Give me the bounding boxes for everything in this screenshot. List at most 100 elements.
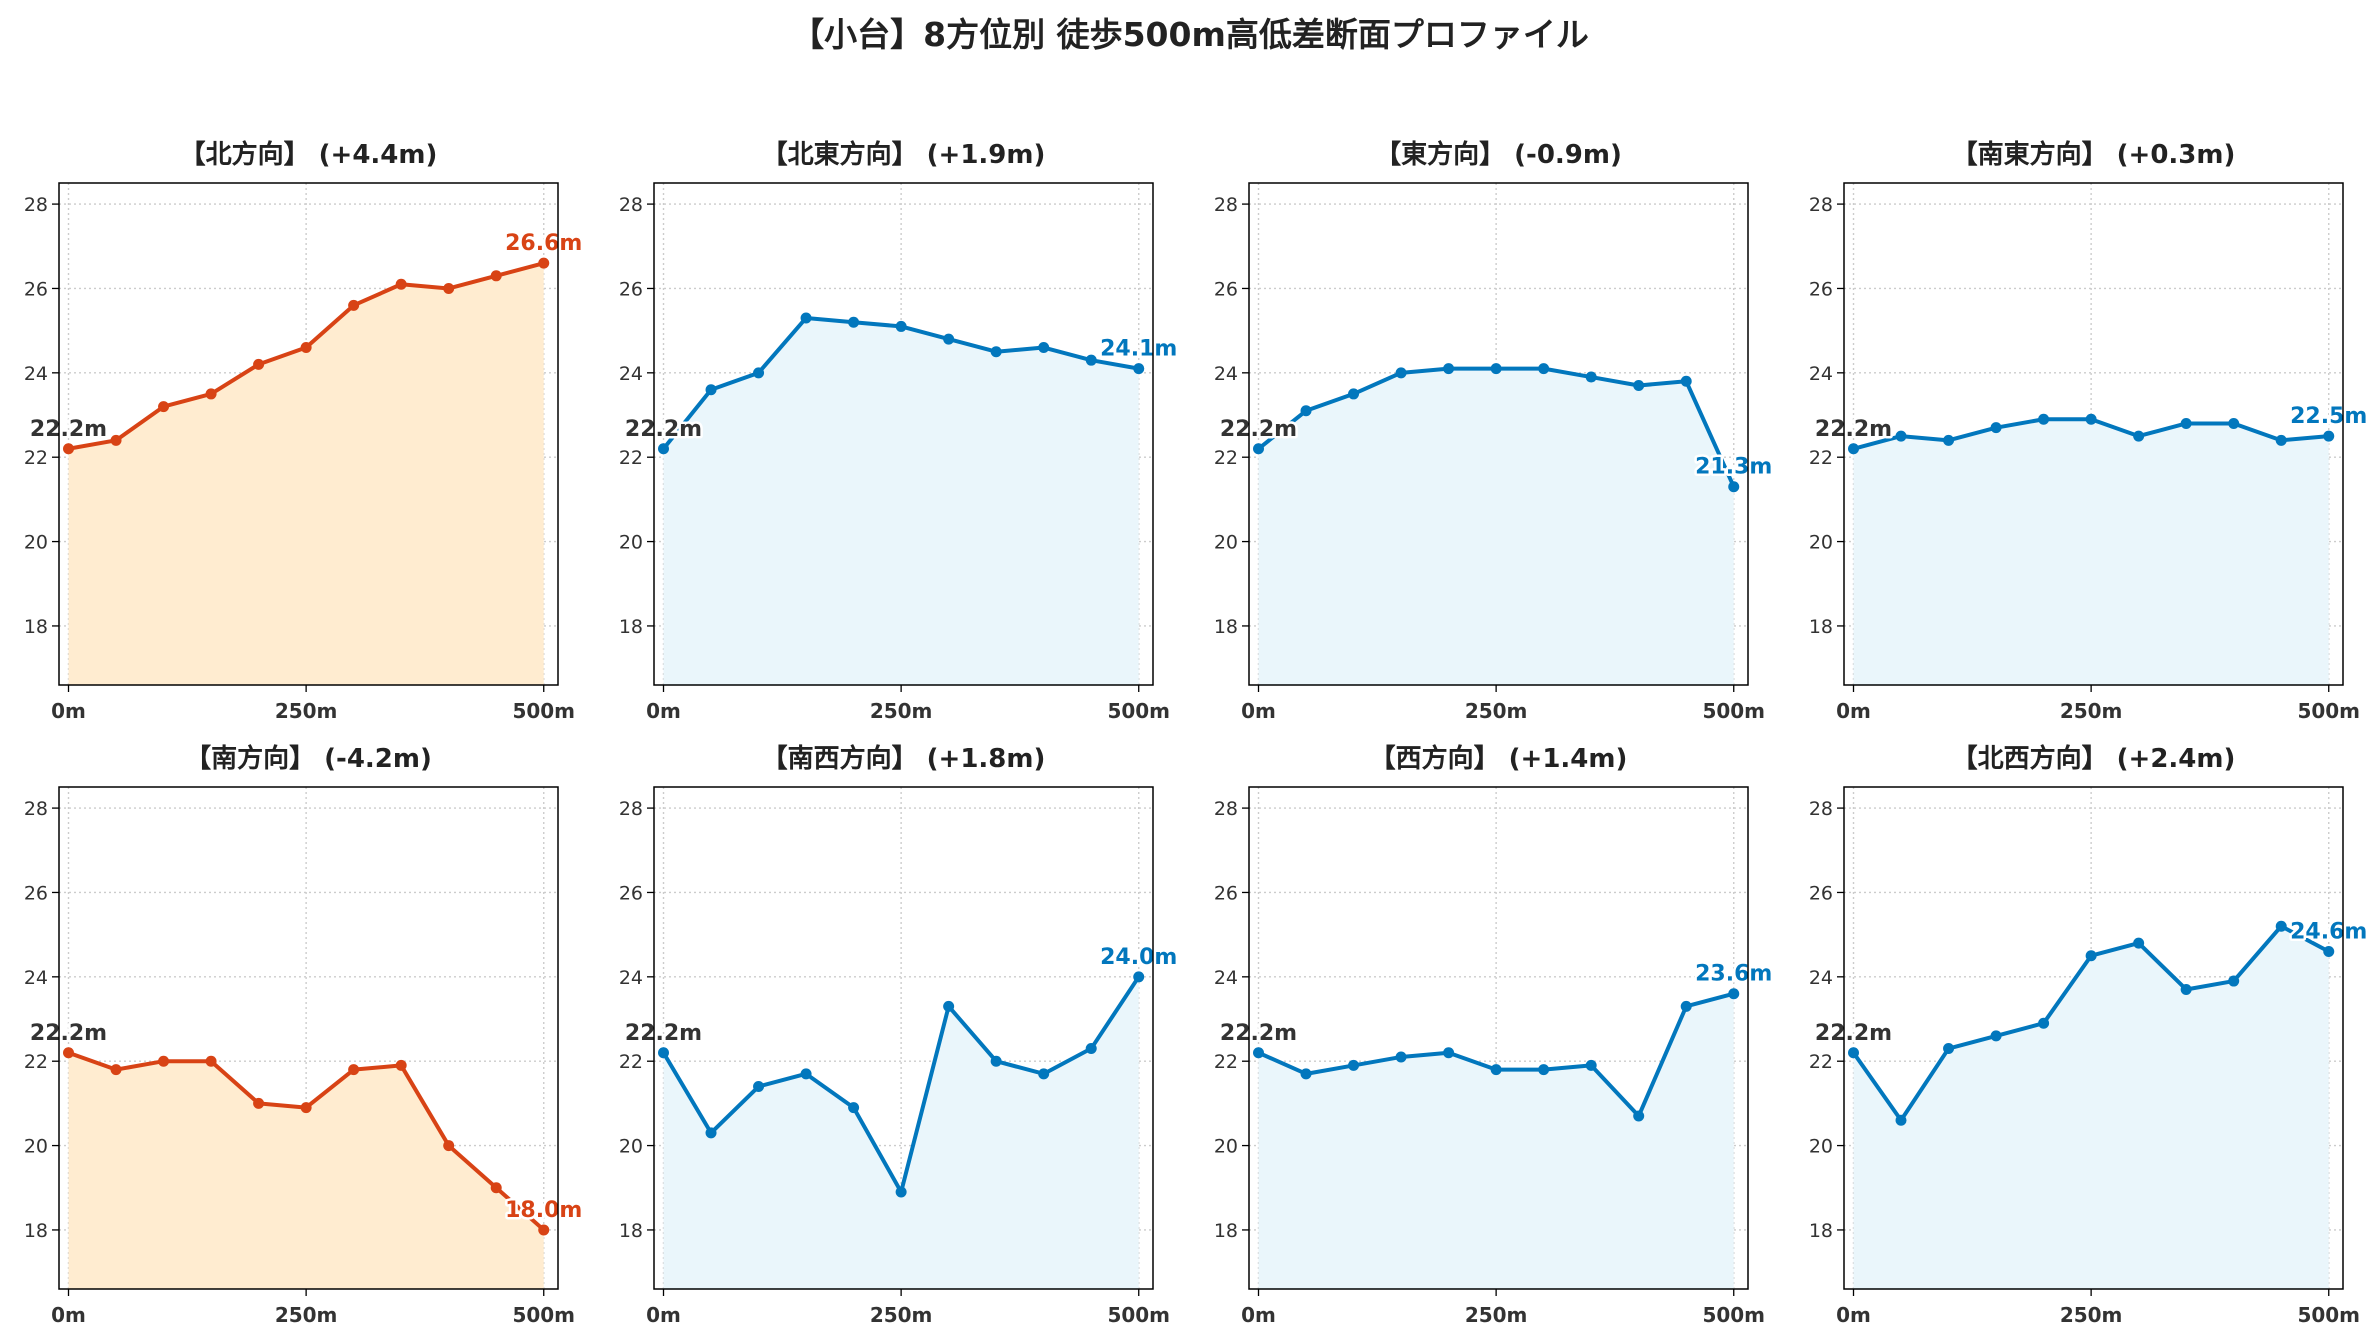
y-tick-label: 26 [24, 278, 48, 300]
end-elevation-label: 24.6m [2290, 920, 2367, 945]
panel-title: 【東方向】 (-0.9m) [1375, 139, 1622, 170]
data-point [2228, 417, 2240, 429]
data-point [1943, 434, 1955, 446]
data-point [1300, 405, 1312, 417]
data-point [895, 320, 907, 332]
data-point [1990, 422, 2002, 434]
x-tick-label: 250m [275, 1303, 338, 1327]
area-fill [1853, 926, 2329, 1289]
y-tick-label: 20 [1214, 1136, 1238, 1158]
data-point [2180, 983, 2192, 995]
data-point [490, 1182, 502, 1194]
data-point [658, 1047, 670, 1059]
data-point [1490, 363, 1502, 375]
y-tick-label: 20 [619, 1136, 643, 1158]
y-tick-label: 24 [1214, 967, 1238, 989]
data-point [1085, 1043, 1097, 1055]
y-tick-label: 24 [1809, 967, 1833, 989]
data-point [1585, 1059, 1597, 1071]
area-fill [1853, 419, 2329, 685]
y-tick-label: 28 [1214, 798, 1238, 820]
data-point [348, 299, 360, 311]
data-point [1895, 1114, 1907, 1126]
end-elevation-label: 21.3m [1695, 455, 1772, 480]
data-point [1633, 1110, 1645, 1122]
y-tick-label: 18 [24, 616, 48, 638]
data-point [2228, 975, 2240, 987]
data-point [300, 1102, 312, 1114]
start-elevation-label: 22.2m [30, 1021, 107, 1046]
data-point [158, 1055, 170, 1067]
end-elevation-label: 24.1m [1100, 337, 1177, 362]
elevation-panel: 【北西方向】 (+2.4m) 18 20 22 24 26 28 0m 250m 500m 22.2… [1809, 743, 2370, 1327]
data-point [2275, 434, 2287, 446]
data-point [848, 316, 860, 328]
data-point [1680, 1000, 1692, 1012]
end-elevation-label: 23.6m [1695, 962, 1772, 987]
panel-title: 【西方向】 (+1.4m) [1370, 743, 1628, 774]
x-tick-label: 500m [512, 699, 575, 723]
data-point [1253, 1047, 1265, 1059]
data-point [2275, 920, 2287, 932]
start-elevation-label: 22.2m [1220, 1021, 1297, 1046]
data-point [2180, 417, 2192, 429]
start-elevation-label: 22.2m [1815, 1021, 1892, 1046]
start-elevation-label: 22.2m [30, 417, 107, 442]
data-point [1895, 430, 1907, 442]
y-tick-label: 20 [619, 532, 643, 554]
end-elevation-label: 22.5m [2290, 404, 2367, 429]
data-point [2085, 950, 2097, 962]
y-tick-label: 28 [1809, 194, 1833, 216]
elevation-panel: 【南東方向】 (+0.3m) 18 20 22 24 26 28 0m 250m 500m 22.2… [1809, 139, 2370, 723]
elevation-panel: 【南西方向】 (+1.8m) 18 20 22 24 26 28 0m 250m 500m 22.2… [619, 743, 1180, 1327]
elevation-panel: 【西方向】 (+1.4m) 18 20 22 24 26 28 0m 250m 500m 22.2m… [1214, 743, 1775, 1327]
data-point [538, 257, 550, 269]
y-tick-label: 22 [24, 1051, 48, 1073]
panel-title: 【北方向】 (+4.4m) [180, 139, 438, 170]
data-point [395, 1059, 407, 1071]
data-point [205, 1055, 217, 1067]
start-elevation-label: 22.2m [1220, 417, 1297, 442]
x-tick-label: 0m [646, 699, 681, 723]
y-tick-label: 18 [24, 1220, 48, 1242]
y-tick-label: 20 [24, 1136, 48, 1158]
y-tick-label: 22 [1809, 447, 1833, 469]
y-tick-label: 22 [619, 447, 643, 469]
plot-frame [653, 182, 1154, 686]
start-elevation-label: 22.2m [625, 417, 702, 442]
data-point [848, 1102, 860, 1114]
data-point [63, 1047, 75, 1059]
figure-title: 【小台】8方位別 徒歩500m高低差断面プロファイル [791, 15, 1589, 54]
data-point [1348, 388, 1360, 400]
data-point [205, 388, 217, 400]
x-tick-label: 0m [1836, 699, 1871, 723]
end-elevation-label: 26.6m [505, 231, 582, 256]
data-point [800, 1068, 812, 1080]
y-tick-label: 20 [1809, 532, 1833, 554]
data-point [63, 443, 75, 455]
panel-title: 【南西方向】 (+1.8m) [762, 743, 1046, 774]
x-tick-label: 500m [1107, 699, 1170, 723]
data-point [2323, 946, 2335, 958]
y-tick-label: 18 [1809, 616, 1833, 638]
data-point [1538, 1064, 1550, 1076]
x-tick-label: 500m [2297, 1303, 2360, 1327]
data-point [1443, 363, 1455, 375]
y-tick-label: 22 [1214, 1051, 1238, 1073]
y-tick-label: 26 [24, 882, 48, 904]
data-point [1848, 1047, 1860, 1059]
data-point [395, 278, 407, 290]
y-tick-label: 18 [619, 616, 643, 638]
plot-frame [58, 182, 559, 686]
data-point [2038, 413, 2050, 425]
y-tick-label: 26 [1809, 882, 1833, 904]
data-point [1943, 1043, 1955, 1055]
data-point [990, 346, 1002, 358]
data-point [110, 1064, 122, 1076]
y-tick-label: 26 [1214, 882, 1238, 904]
data-point [1038, 1068, 1050, 1080]
end-elevation-label: 18.0m [505, 1198, 582, 1223]
y-tick-label: 22 [1214, 447, 1238, 469]
elevation-panel: 【南方向】 (-4.2m) 18 20 22 24 26 28 0m 250m 500m 22.2m… [24, 743, 585, 1327]
data-point [1133, 363, 1145, 375]
